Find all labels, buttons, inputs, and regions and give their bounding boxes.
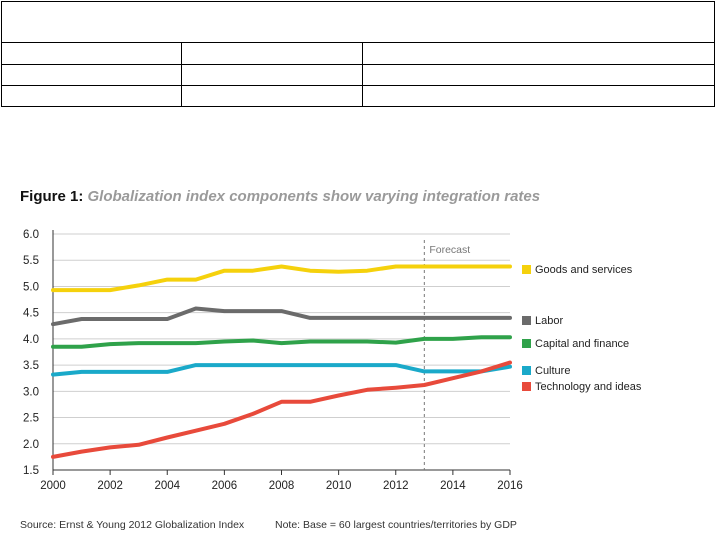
series-line: [51, 360, 512, 459]
x-tick-label: 2004: [154, 480, 180, 492]
y-tick-label: 5.0: [23, 281, 39, 293]
x-tick-label: 2012: [383, 480, 409, 492]
y-tick-label: 4.5: [23, 308, 39, 320]
x-tick-label: 2008: [269, 480, 295, 492]
y-tick-label: 2.5: [23, 413, 39, 425]
legend-swatch: [522, 316, 531, 325]
series-line: [51, 335, 512, 349]
legend-label: Labor: [535, 315, 563, 327]
y-tick-label: 1.5: [23, 465, 39, 477]
y-tick-label: 4.0: [23, 334, 39, 346]
legend-label: Technology and ideas: [535, 381, 642, 393]
y-tick-label: 2.0: [23, 439, 39, 451]
x-tick-label: 2002: [97, 480, 123, 492]
x-tick-label: 2000: [40, 480, 66, 492]
legend-label: Culture: [535, 365, 570, 377]
source-note: Source: Ernst & Young 2012 Globalization…: [20, 519, 245, 531]
series-line: [51, 264, 512, 293]
legend-label: Capital and finance: [535, 338, 629, 350]
legend-swatch: [522, 366, 531, 375]
x-tick-label: 2006: [212, 480, 238, 492]
table-cell: [362, 84, 715, 108]
empty-form-table: [1, 0, 715, 108]
series-line: [51, 306, 512, 327]
y-tick-label: 6.0: [23, 229, 39, 241]
figure-title: Figure 1: Globalization index components…: [20, 188, 540, 205]
legend-swatch: [522, 265, 531, 274]
table-header-cell: [1, 0, 715, 44]
figure-number: Figure 1:: [20, 188, 84, 205]
x-tick-label: 2014: [440, 480, 466, 492]
legend-swatch: [522, 382, 531, 391]
y-tick-label: 3.5: [23, 360, 39, 372]
y-tick-label: 5.5: [23, 255, 39, 267]
y-tick-label: 3.0: [23, 386, 39, 398]
series-line: [51, 363, 512, 377]
forecast-label: Forecast: [429, 244, 470, 256]
base-note: Note: Base = 60 largest countries/territ…: [275, 519, 517, 531]
legend-swatch: [522, 339, 531, 348]
x-tick-label: 2016: [497, 480, 523, 492]
x-tick-label: 2010: [326, 480, 352, 492]
figure-title-text: Globalization index components show vary…: [87, 188, 541, 205]
legend-label: Goods and services: [535, 264, 633, 276]
